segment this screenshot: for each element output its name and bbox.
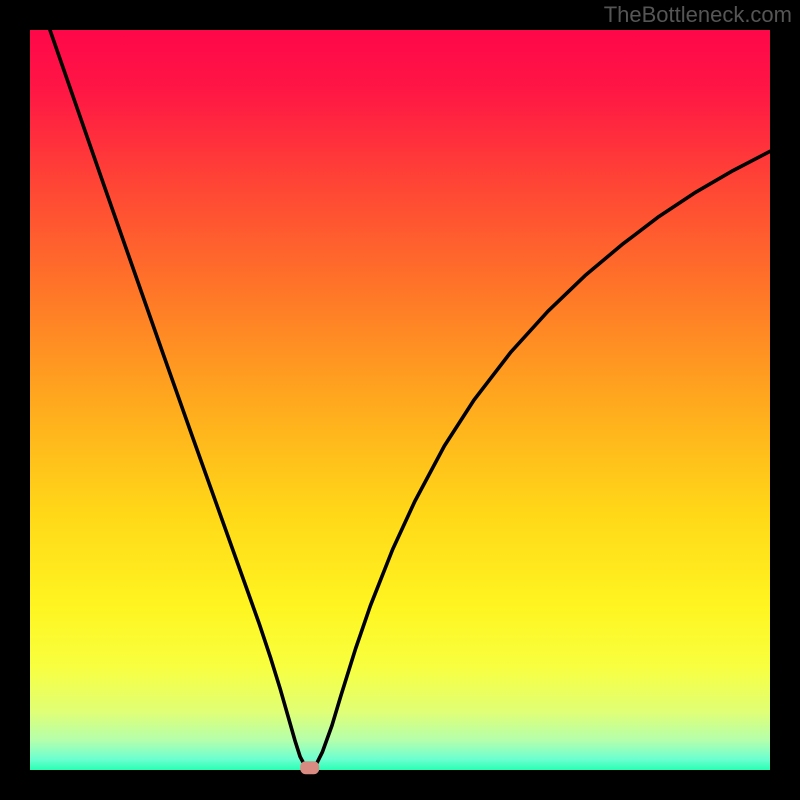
chart-frame: TheBottleneck.com [0, 0, 800, 800]
chart-svg [0, 0, 800, 800]
optimal-marker [301, 762, 319, 774]
plot-background [30, 30, 770, 770]
watermark-text: TheBottleneck.com [604, 2, 792, 28]
